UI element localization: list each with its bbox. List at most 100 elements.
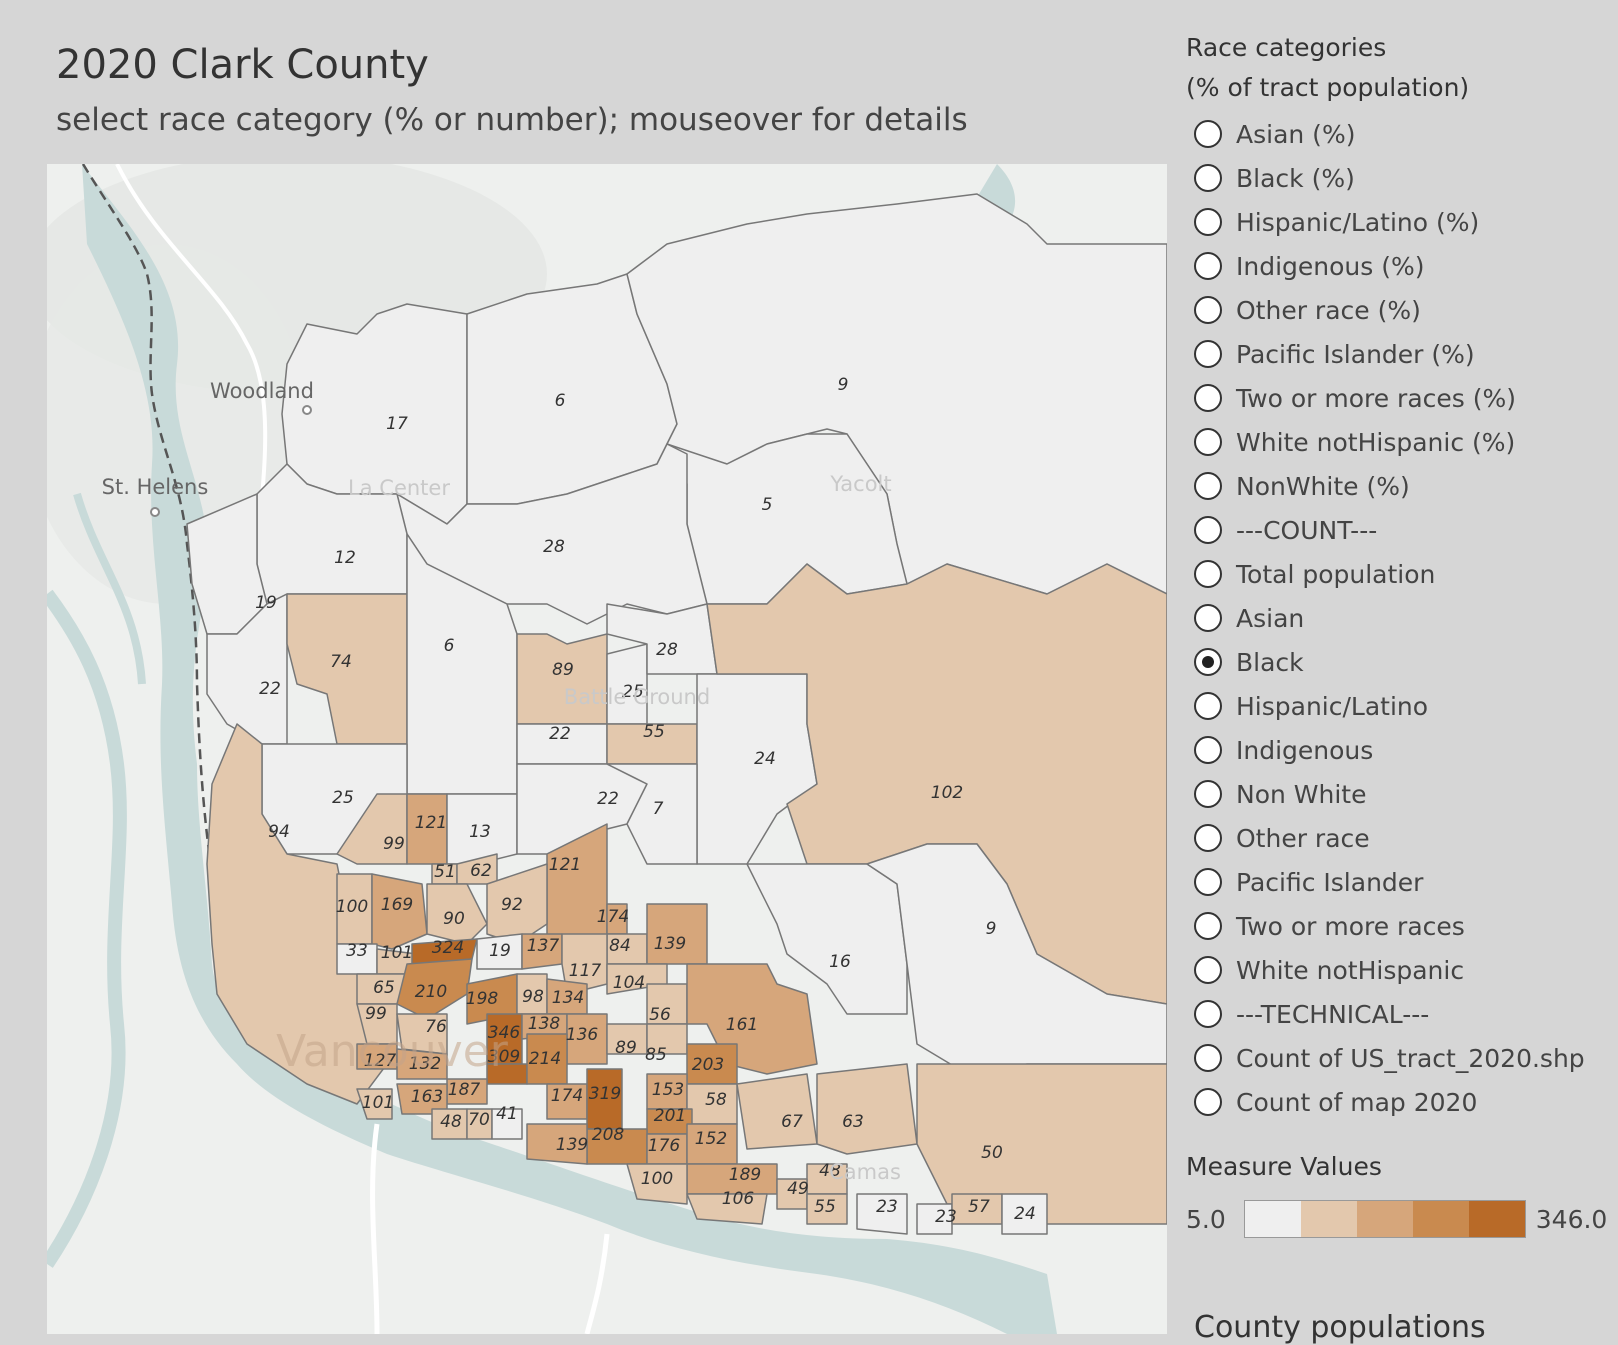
tract-value-label: 55 [643,722,665,742]
radio-unselected-icon[interactable] [1194,428,1222,456]
race-option[interactable]: White notHispanic (%) [1186,420,1618,464]
census-tract[interactable] [606,763,698,865]
radio-selected-icon[interactable] [1194,648,1222,676]
radio-unselected-icon[interactable] [1194,472,1222,500]
census-tract[interactable] [816,1063,918,1155]
legend-swatch [1356,1201,1413,1237]
radio-unselected-icon[interactable] [1194,252,1222,280]
radio-unselected-icon[interactable] [1194,1044,1222,1072]
census-tract[interactable] [916,1203,953,1235]
tract-value-label: 56 [649,1005,671,1025]
tract-polygons[interactable] [186,193,1167,1235]
radio-unselected-icon[interactable] [1194,560,1222,588]
race-option-label: Pacific Islander (%) [1236,339,1475,369]
race-option[interactable]: Black [1186,640,1618,684]
race-option[interactable]: Asian [1186,596,1618,640]
race-option[interactable]: Hispanic/Latino [1186,684,1618,728]
race-option[interactable]: White notHispanic [1186,948,1618,992]
race-option[interactable]: Two or more races [1186,904,1618,948]
radio-unselected-icon[interactable] [1194,604,1222,632]
race-option-label: White notHispanic [1236,955,1465,985]
race-option[interactable]: Indigenous [1186,728,1618,772]
radio-unselected-icon[interactable] [1194,208,1222,236]
census-tract[interactable] [546,823,608,945]
census-tract[interactable] [1001,1193,1048,1235]
census-tract[interactable] [806,1193,848,1225]
tract-value-label: 22 [549,724,571,744]
radio-unselected-icon[interactable] [1194,868,1222,896]
race-category-filter: Race categories (% of tract population) … [1186,28,1618,1124]
race-option[interactable]: Pacific Islander [1186,860,1618,904]
census-tract[interactable] [491,1108,523,1140]
radio-unselected-icon[interactable] [1194,956,1222,984]
race-option[interactable]: Asian (%) [1186,112,1618,156]
tract-value-label: 23 [935,1207,957,1227]
census-tract[interactable] [336,793,408,865]
radio-unselected-icon[interactable] [1194,120,1222,148]
census-tract[interactable] [856,1193,908,1235]
radio-unselected-icon[interactable] [1194,692,1222,720]
tract-value-label: 48 [819,1161,841,1181]
radio-unselected-icon[interactable] [1194,736,1222,764]
race-option[interactable]: Black (%) [1186,156,1618,200]
race-option-label: Non White [1236,779,1367,809]
race-option[interactable]: Indigenous (%) [1186,244,1618,288]
tract-value-label: 28 [656,640,678,660]
radio-unselected-icon[interactable] [1194,824,1222,852]
race-option-label: ---TECHNICAL--- [1236,999,1430,1029]
race-option[interactable]: ---COUNT--- [1186,508,1618,552]
tract-value-label: 55 [814,1197,836,1217]
choropleth-map[interactable]: 17 6 9 5 28 12 19 22 74 6 89 25 28 22 55 24 102 25 94 99 121… [47,164,1167,1334]
tract-value-label: 22 [597,789,619,809]
race-option[interactable]: ---TECHNICAL--- [1186,992,1618,1036]
race-option[interactable]: Hispanic/Latino (%) [1186,200,1618,244]
tract-value-label: 346 [488,1023,521,1043]
census-tract[interactable] [396,958,473,1020]
race-option[interactable]: NonWhite (%) [1186,464,1618,508]
filter-title-line2: (% of tract population) [1186,73,1470,102]
race-option[interactable]: Count of map 2020 [1186,1080,1618,1124]
radio-unselected-icon[interactable] [1194,516,1222,544]
radio-unselected-icon[interactable] [1194,340,1222,368]
tract-value-label: 74 [330,652,352,672]
color-legend: 5.0 346.0 [1186,1200,1607,1238]
radio-unselected-icon[interactable] [1194,296,1222,324]
census-tract[interactable] [526,1123,588,1165]
tract-value-label: 161 [726,1015,758,1035]
radio-unselected-icon[interactable] [1194,384,1222,412]
radio-unselected-icon[interactable] [1194,164,1222,192]
tract-value-label: 94 [268,822,290,842]
census-tract[interactable] [866,843,1167,1075]
tract-value-label: 5 [762,495,773,515]
radio-unselected-icon[interactable] [1194,1088,1222,1116]
census-tract[interactable] [426,883,488,945]
race-option[interactable]: Two or more races (%) [1186,376,1618,420]
tract-value-label: 309 [488,1047,520,1067]
legend-swatch [1244,1201,1301,1237]
census-tract[interactable] [736,1073,818,1150]
race-option[interactable]: Non White [1186,772,1618,816]
tract-value-label: 132 [409,1054,441,1074]
race-option[interactable]: Pacific Islander (%) [1186,332,1618,376]
tract-value-label: 63 [842,1112,864,1132]
place-label: La Center [348,476,450,500]
census-tract[interactable] [686,1193,768,1225]
race-option[interactable]: Count of US_tract_2020.shp [1186,1036,1618,1080]
census-tract[interactable] [371,873,428,950]
census-tract[interactable] [746,863,908,1015]
race-option[interactable]: Other race [1186,816,1618,860]
radio-unselected-icon[interactable] [1194,1000,1222,1028]
census-tract[interactable] [356,1088,393,1120]
tract-value-label: 58 [705,1090,727,1110]
race-option[interactable]: Total population [1186,552,1618,596]
tract-value-label: 136 [566,1025,599,1045]
census-tract[interactable] [606,603,718,675]
radio-unselected-icon[interactable] [1194,912,1222,940]
tract-value-label: 85 [645,1045,667,1065]
tract-value-label: 12 [334,548,356,568]
radio-unselected-icon[interactable] [1194,780,1222,808]
race-option[interactable]: Other race (%) [1186,288,1618,332]
census-tract[interactable] [626,1163,688,1205]
